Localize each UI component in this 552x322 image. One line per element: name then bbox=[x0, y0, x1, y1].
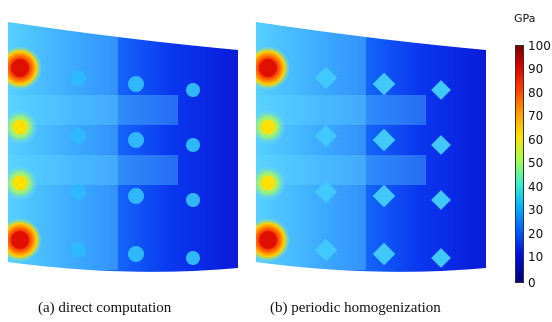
colorbar-tick: 70 bbox=[528, 109, 544, 123]
colorbar-tick: 10 bbox=[528, 250, 544, 264]
colorbar-tick: 0 bbox=[528, 276, 536, 290]
colorbar-tick: 30 bbox=[528, 203, 544, 217]
panel-direct-computation bbox=[8, 0, 240, 290]
caption-b: (b) periodic homogenization bbox=[270, 300, 441, 316]
colorbar-tick: 40 bbox=[528, 180, 544, 194]
stress-field-plot-b bbox=[256, 22, 486, 272]
colorbar-tick: 20 bbox=[528, 227, 544, 241]
colorbar-tick: 50 bbox=[528, 156, 544, 170]
colorbar-gradient bbox=[515, 45, 524, 283]
colorbar-tick: 60 bbox=[528, 133, 544, 147]
colorbar-tick: 90 bbox=[528, 62, 544, 76]
caption-a: (a) direct computation bbox=[38, 300, 172, 316]
colorbar-tick: 100 bbox=[528, 39, 551, 53]
stress-field-plot-a bbox=[8, 22, 238, 272]
colorbar-unit: GPa bbox=[514, 12, 536, 25]
colorbar-tick: 80 bbox=[528, 86, 544, 100]
panel-periodic-homogenization bbox=[256, 0, 488, 290]
